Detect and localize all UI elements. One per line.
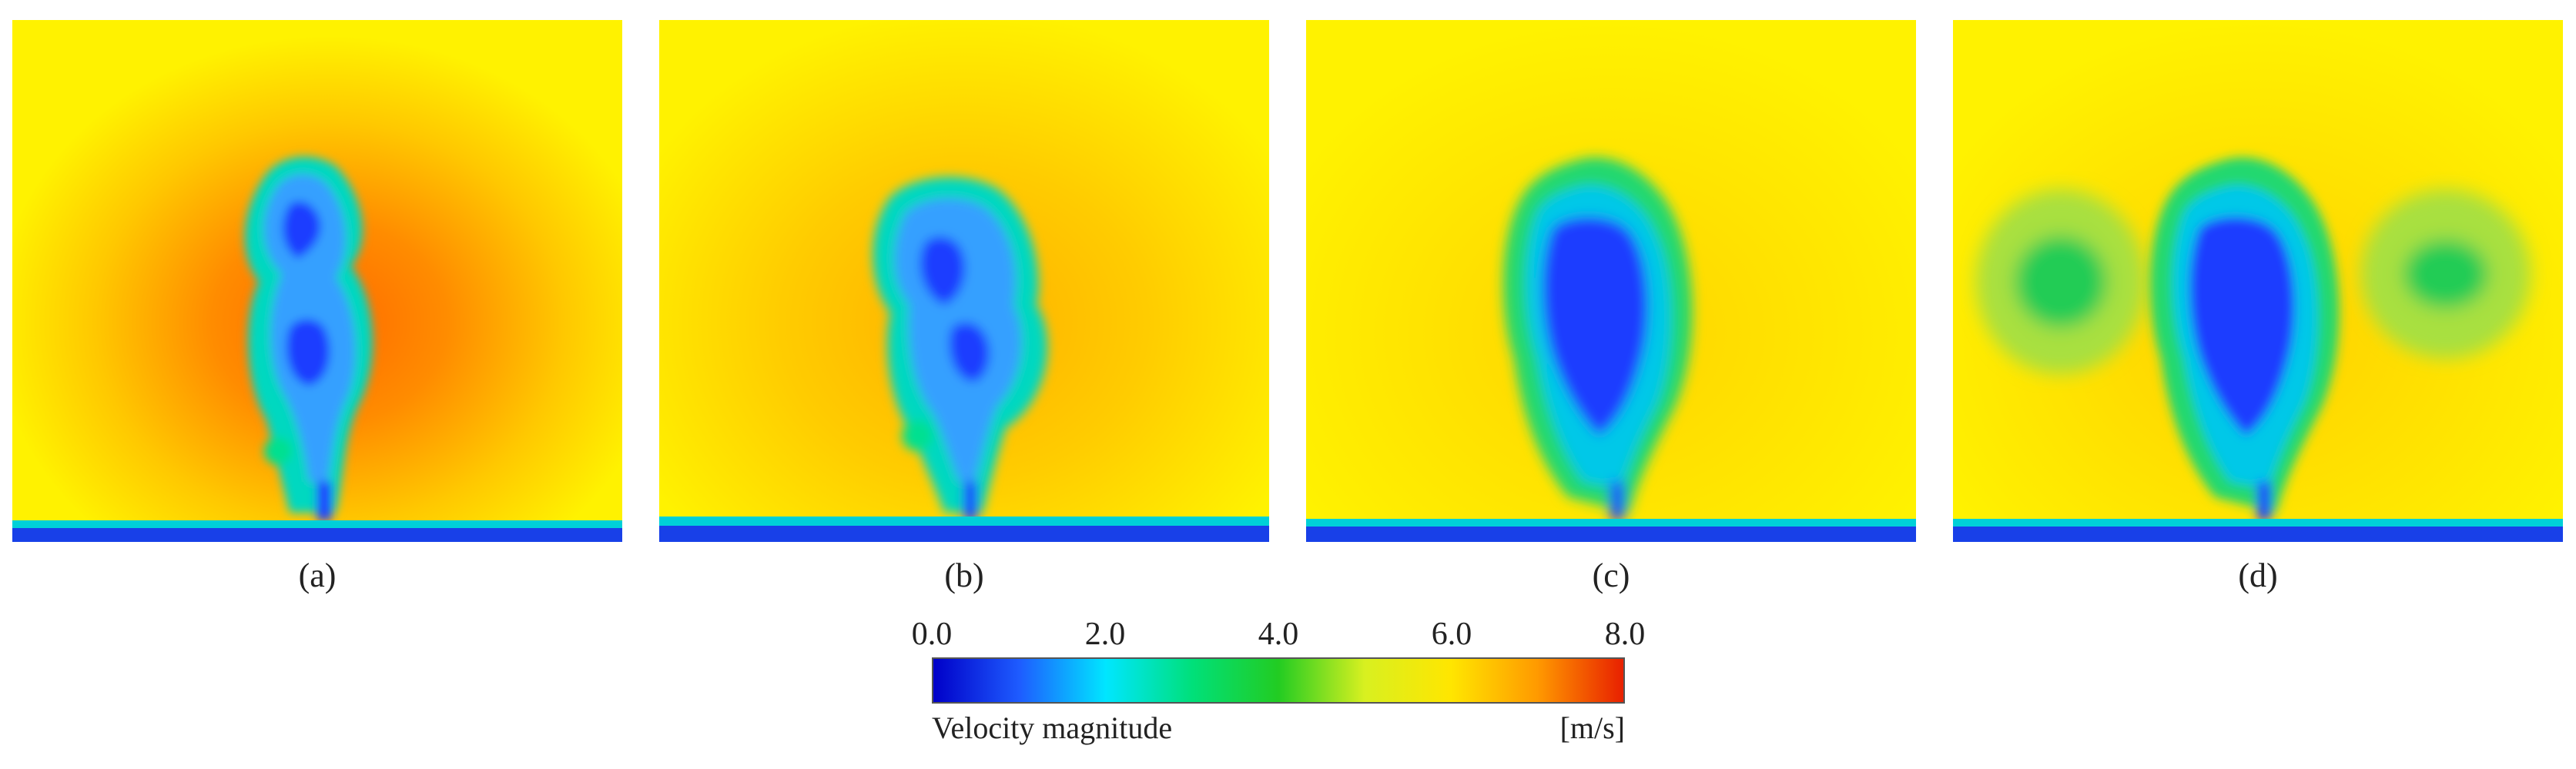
contour-panel-d [1953, 20, 2563, 542]
colorbar-gradient [932, 657, 1625, 704]
contour-panel-c [1306, 20, 1916, 542]
velocity-contour-b [659, 20, 1269, 542]
colorbar-tick-1: 2.0 [1084, 617, 1126, 652]
velocity-contour-a [12, 20, 622, 542]
colorbar-tick-4: 8.0 [1604, 617, 1646, 652]
caption-a: (a) [298, 557, 337, 594]
colorbar-title: Velocity magnitude [932, 710, 1173, 745]
colorbar-tick-0: 0.0 [911, 617, 953, 652]
velocity-colorbar: 0.0 2.0 4.0 6.0 8.0 Velocity magnitude [… [912, 616, 1646, 754]
caption-b: (b) [944, 557, 984, 594]
velocity-contour-d [1953, 20, 2563, 542]
contour-panel-b [659, 20, 1269, 542]
colorbar-unit: [m/s] [1559, 710, 1625, 745]
velocity-contour-c [1306, 20, 1916, 542]
contour-panel-a [12, 20, 622, 542]
colorbar-tick-2: 4.0 [1258, 617, 1299, 652]
caption-d: (d) [2238, 557, 2278, 594]
colorbar-tick-3: 6.0 [1431, 617, 1472, 652]
caption-c: (c) [1592, 557, 1630, 594]
